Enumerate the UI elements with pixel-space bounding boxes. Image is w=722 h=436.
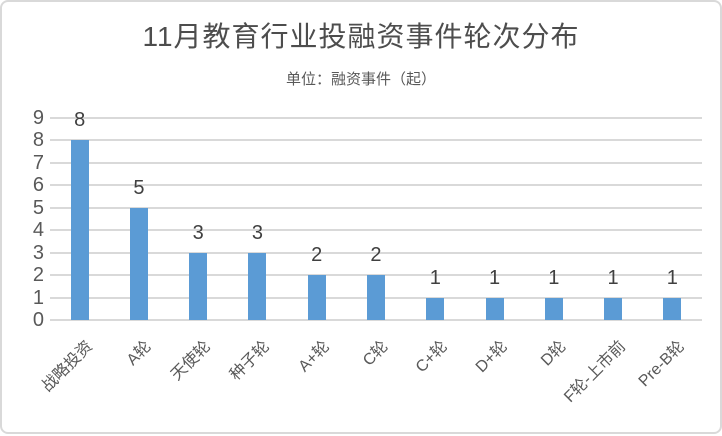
- gridline: [50, 139, 702, 141]
- x-axis-category-label: C+轮: [413, 338, 452, 377]
- bar-value-label: 1: [429, 266, 441, 289]
- bar-value-label: 1: [548, 266, 560, 289]
- x-axis-category-label: 种子轮: [227, 338, 274, 384]
- gridline: [50, 161, 702, 164]
- y-axis-tick-label: 7: [32, 151, 44, 174]
- bar-value-label: 2: [370, 244, 382, 266]
- bar-value-label: 5: [133, 176, 145, 199]
- bar: [129, 207, 148, 320]
- x-axis-category-label: A+轮: [295, 338, 333, 376]
- gridline: [50, 184, 702, 186]
- x-axis-category-label: D+轮: [472, 338, 511, 377]
- y-axis-tick-label: 3: [32, 241, 44, 264]
- x-axis-category-label: C轮: [360, 338, 393, 370]
- x-axis-category-label: A轮: [124, 338, 155, 369]
- bar-value-label: 1: [607, 266, 619, 289]
- y-axis-tick-label: 4: [32, 219, 44, 241]
- bar: [604, 297, 623, 320]
- bar: [189, 252, 208, 320]
- bar: [248, 252, 267, 320]
- bar-value-label: 8: [74, 109, 86, 131]
- y-axis-tick-label: 6: [32, 174, 44, 196]
- gridline: [50, 229, 702, 231]
- bar: [485, 297, 504, 320]
- bar: [426, 297, 445, 320]
- y-axis-tick-label: 8: [32, 129, 44, 151]
- x-axis-category-label: Pre-B轮: [636, 338, 689, 391]
- y-axis-tick-label: 0: [32, 309, 44, 331]
- bar-value-label: 3: [192, 221, 204, 244]
- gridline: [50, 251, 702, 254]
- chart-subtitle: 单位：融资事件（起）: [285, 71, 436, 88]
- bar-value-label: 2: [311, 244, 323, 266]
- x-axis-category-label: D轮: [538, 338, 570, 370]
- y-axis-tick-label: 1: [32, 286, 44, 309]
- y-axis-tick-label: 9: [32, 106, 44, 129]
- bar: [663, 297, 682, 320]
- chart-title: 11月教育行业投融资事件轮次分布: [142, 21, 580, 52]
- y-axis-tick-label: 2: [32, 264, 44, 286]
- gridline: [50, 206, 702, 209]
- bar: [307, 275, 326, 320]
- bar-value-label: 1: [666, 266, 678, 289]
- y-axis-tick-label: 5: [32, 196, 44, 219]
- bar-value-label: 3: [251, 221, 263, 244]
- x-axis-category-label: F轮-上市前: [561, 338, 630, 406]
- bar: [544, 297, 563, 320]
- gridline: [50, 319, 702, 321]
- bar: [367, 275, 385, 320]
- gridline: [50, 116, 702, 119]
- x-axis-category-label: 天使轮: [168, 338, 215, 384]
- x-axis-category-label: 战略投资: [38, 338, 96, 396]
- bar: [70, 140, 89, 320]
- bar-value-label: 1: [488, 266, 501, 289]
